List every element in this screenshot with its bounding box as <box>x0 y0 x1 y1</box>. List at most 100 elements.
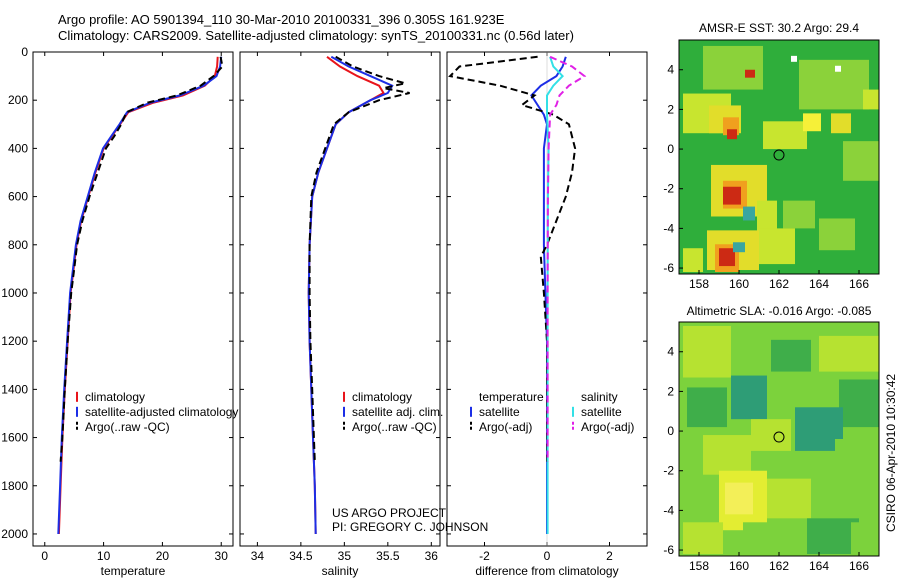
depth-tick-label: 400 <box>8 141 28 155</box>
sla-map-cell <box>683 522 723 555</box>
temperature-legend-label: climatology <box>85 390 145 404</box>
sst-map-xtick-label: 164 <box>809 277 829 291</box>
sst-map-cell <box>819 218 855 251</box>
depth-tick-label: 800 <box>8 238 28 252</box>
sst-map-xtick-label: 162 <box>769 277 789 291</box>
difference-xtick-label: 0 <box>544 549 551 563</box>
salinity-series-argo-raw-qc- <box>308 55 410 462</box>
project-line1: US ARGO PROJECT <box>332 506 447 520</box>
difference-legend-label: satellite <box>479 405 520 419</box>
sla-map-ytick-label: 4 <box>667 345 674 359</box>
sla-map-ytick-label: -4 <box>663 503 674 517</box>
sst-map-cell <box>783 200 815 229</box>
difference-legend-label: Argo(-adj) <box>581 420 634 434</box>
sst-map-ytick-label: 2 <box>667 102 674 116</box>
sla-map-cell <box>751 419 791 451</box>
sst-map-ytick-label: 4 <box>667 63 674 77</box>
depth-tick-label: 200 <box>8 93 28 107</box>
sla-map-cell <box>819 335 879 372</box>
salinity-xtick-label: 34.5 <box>289 549 313 563</box>
salinity-xtick-label: 35.5 <box>376 549 400 563</box>
temperature-panel: 0 10 20 30 0 200 400 600 800 1000 1200 1400 1600 1800… <box>1 45 238 578</box>
sst-map-cell <box>803 113 821 132</box>
sla-map-xtick-label: 166 <box>849 559 869 573</box>
sla-map-xtick-label: 158 <box>689 559 709 573</box>
sla-map-cell <box>807 518 859 555</box>
sla-map-title: Altimetric SLA: -0.016 Argo: -0.085 <box>687 304 872 318</box>
sla-map-cell <box>743 522 779 555</box>
difference-legend-label: temperature <box>479 390 544 404</box>
sla-map-ytick-label: 2 <box>667 384 674 398</box>
sla-map-cell <box>687 387 727 428</box>
difference-xlabel: difference from climatology <box>475 564 618 578</box>
temperature-series-climatology <box>57 56 219 535</box>
sst-map-ytick-label: 0 <box>667 142 674 156</box>
sst-map-cell <box>719 248 735 267</box>
temperature-xtick-label: 30 <box>215 549 229 563</box>
sla-map-cell <box>771 339 811 372</box>
sla-map-xtick-label: 162 <box>769 559 789 573</box>
depth-tick-label: 1400 <box>1 382 28 396</box>
sla-map-ytick-label: 0 <box>667 424 674 438</box>
salinity-xtick-label: 36 <box>425 549 439 563</box>
sst-map-xtick-label: 160 <box>729 277 749 291</box>
sst-map-cell <box>683 248 703 273</box>
salinity-xtick-label: 34 <box>251 549 265 563</box>
temperature-legend-label: Argo(..raw -QC) <box>85 420 170 434</box>
difference-legend-label: Argo(-adj) <box>479 420 532 434</box>
sst-map-cell <box>835 65 841 72</box>
depth-tick-label: 600 <box>8 190 28 204</box>
temperature-xlabel: temperature <box>101 564 166 578</box>
sla-map-ytick-label: -6 <box>663 543 674 557</box>
difference-series-salinity-argo-adj- <box>546 55 587 462</box>
sst-map-cell <box>703 45 763 90</box>
figure-header: Argo profile: AO 5901394_110 30-Mar-2010… <box>58 12 574 44</box>
sla-map-cell <box>767 478 811 519</box>
temperature-legend-label: satellite-adjusted climatology <box>85 405 238 419</box>
temperature-frame <box>32 51 234 547</box>
temperature-xtick-label: 10 <box>97 549 111 563</box>
profile-title: Argo profile: AO 5901394_110 30-Mar-2010… <box>58 12 505 27</box>
salinity-legend-label: climatology <box>352 390 412 404</box>
sst-map-cell <box>843 141 879 181</box>
timestamp-label: CSIRO 06-Apr-2010 10:30:42 <box>884 374 898 532</box>
temperature-series-satellite-adjusted-climatology <box>57 56 223 535</box>
sst-map-title: AMSR-E SST: 30.2 Argo: 29.4 <box>699 21 859 35</box>
sla-map-cell <box>811 478 859 523</box>
salinity-panel: 34 34.5 35 35.5 36 salinity climatologysatelli… <box>239 51 443 578</box>
sst-map-cell <box>763 121 807 150</box>
profile-location-marker <box>773 149 785 161</box>
climatology-title: Climatology: CARS2009. Satellite-adjuste… <box>58 28 574 43</box>
sla-map-cell <box>835 439 879 475</box>
sst-map-cell <box>791 55 797 62</box>
sst-map-cell <box>757 200 777 233</box>
sst-map-panel: AMSR-E SST: 30.2 Argo: 29.4 158 160 162 164… <box>663 21 880 291</box>
salinity-frame <box>239 51 441 547</box>
sla-map-cell <box>731 375 767 420</box>
depth-tick-label: 1800 <box>1 479 28 493</box>
sst-map-cell <box>759 228 795 265</box>
salinity-series-satellite-adj-clim- <box>307 55 394 535</box>
sst-map-xtick-label: 158 <box>689 277 709 291</box>
sla-map-panel: Altimetric SLA: -0.016 Argo: -0.085 158 1… <box>663 304 880 573</box>
sst-map-xtick-label: 166 <box>849 277 869 291</box>
sst-map-cell <box>727 129 737 140</box>
salinity-xtick-label: 35 <box>338 549 352 563</box>
sla-map-cell <box>839 379 879 428</box>
salinity-series-climatology <box>307 55 385 535</box>
difference-series-salinity-satellite <box>546 56 564 534</box>
sst-map-cell <box>799 59 869 110</box>
difference-legend-label: salinity <box>581 390 618 404</box>
sla-map-xtick-label: 164 <box>809 559 829 573</box>
sst-map-ytick-label: -4 <box>663 221 674 235</box>
salinity-legend-label: Argo(..raw -QC) <box>352 420 437 434</box>
sst-map-cell <box>727 190 737 201</box>
sst-map-cell <box>733 242 745 253</box>
sla-map-cell <box>851 522 879 555</box>
sst-map-ytick-label: -2 <box>663 182 674 196</box>
difference-series-temperature-argo-adj- <box>448 55 577 462</box>
difference-xtick-label: -2 <box>479 549 490 563</box>
sst-map-cell <box>745 69 755 78</box>
